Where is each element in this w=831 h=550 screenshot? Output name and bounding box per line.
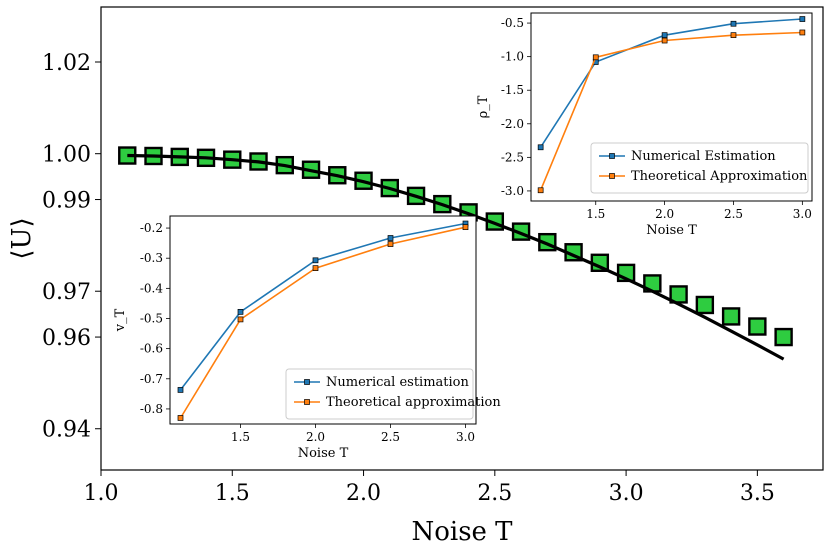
inset-v-series-marker — [237, 316, 244, 323]
inset-v-x-tick-label: 1.5 — [231, 430, 250, 444]
inset-v-x-axis-label: Noise T — [298, 446, 349, 461]
inset-rho-legend-marker — [609, 153, 615, 159]
inset-v-y-tick-label: -0.2 — [140, 221, 163, 235]
inset-v-series-marker — [177, 387, 184, 393]
inset-v-y-tick-label: -0.3 — [140, 251, 163, 265]
inset-rho-y-tick-label: -3.0 — [501, 184, 524, 198]
inset-v-legend-box — [285, 368, 474, 420]
main-y-axis-label: ⟨U⟩ — [7, 217, 37, 259]
main-y-tick-label: 0.96 — [42, 326, 91, 351]
inset-rho-y-tick-label: -0.5 — [501, 16, 524, 30]
inset-rho-series-marker — [799, 29, 806, 36]
inset-rho-legend-marker — [609, 173, 615, 179]
inset-rho-legend-box — [590, 142, 809, 194]
main-x-axis-label: Noise T — [411, 517, 513, 546]
inset-rho-y-tick-label: -1.5 — [501, 83, 524, 97]
main-scatter-point — [774, 327, 793, 347]
main-y-tick-label: 0.94 — [42, 418, 91, 443]
inset-v-y-tick-label: -0.8 — [140, 402, 163, 416]
inset-rho-y-tick-label: -1.0 — [501, 50, 524, 64]
inset-v-y-tick-label: -0.7 — [140, 372, 163, 386]
inset-v-series-marker — [462, 224, 469, 231]
inset-v-series-marker — [312, 257, 319, 264]
inset-rho-x-tick-label: 1.5 — [586, 207, 605, 221]
main-scatter-point — [695, 295, 715, 315]
inset-v-legend: Numerical estimation Theoretical approxim… — [285, 368, 501, 420]
inset-v-legend-marker — [304, 399, 310, 405]
inset-v-plot: 1.5 2.0 2.5 3.0 -0.2 -0.3 -0.4 -0.5 -0.6 -0.7 -0.8… — [113, 215, 501, 461]
inset-rho-legend-label: Theoretical Approximation — [631, 169, 808, 184]
inset-v-y-tick-label: -0.5 — [140, 311, 163, 325]
inset-v-y-tick-label: -0.4 — [140, 281, 164, 295]
inset-v-legend-marker — [304, 379, 310, 385]
main-y-tick-label: 0.99 — [42, 189, 91, 214]
inset-rho-series-marker — [537, 144, 544, 151]
inset-v-x-tick-label: 3.0 — [456, 430, 475, 444]
main-scatter-point — [721, 307, 741, 326]
inset-rho-series-marker — [592, 54, 599, 61]
main-x-tick-label: 3.5 — [740, 481, 775, 506]
inset-v-series-marker — [237, 309, 244, 315]
main-y-tick-label: 1.00 — [42, 143, 91, 168]
main-scatter-point — [748, 317, 767, 336]
main-x-tick-label: 3.0 — [609, 481, 644, 506]
main-y-tick-label: 1.02 — [42, 51, 91, 76]
inset-rho-series-marker — [661, 37, 668, 44]
inset-rho-x-tick-label: 3.0 — [793, 207, 812, 221]
inset-rho-x-axis-label: Noise T — [646, 223, 697, 238]
inset-rho-series-marker — [730, 32, 737, 39]
inset-v-legend-label: Theoretical approximation — [326, 395, 501, 410]
inset-rho-legend: Numerical Estimation Theoretical Approxim… — [590, 142, 809, 194]
inset-rho-series-marker — [799, 16, 806, 22]
inset-v-y-axis-label: v_T — [113, 308, 128, 332]
inset-v-x-tick-label: 2.5 — [381, 430, 400, 444]
inset-rho-series-marker — [661, 32, 668, 39]
main-x-tick-label: 2.0 — [346, 481, 381, 506]
inset-rho-plot: 1.5 2.0 2.5 3.0 -0.5 -1.0 -1.5 -2.0 -2.5 -3.0 Nois… — [476, 12, 813, 238]
inset-v-legend-label: Numerical estimation — [326, 375, 469, 390]
inset-rho-series-marker — [537, 187, 544, 194]
main-x-tick-label: 1.0 — [84, 481, 119, 506]
inset-rho-legend-label: Numerical Estimation — [631, 149, 776, 164]
inset-v-series-marker — [312, 265, 319, 272]
main-x-tick-label: 1.5 — [215, 481, 250, 506]
inset-rho-series-marker — [730, 20, 737, 27]
inset-v-x-tick-label: 2.0 — [306, 430, 325, 444]
inset-rho-y-tick-label: -2.0 — [501, 117, 524, 131]
inset-rho-x-tick-label: 2.5 — [724, 207, 743, 221]
inset-v-series-marker — [177, 415, 184, 421]
main-x-tick-label: 2.5 — [477, 481, 512, 506]
inset-rho-y-tick-label: -2.5 — [501, 150, 524, 164]
inset-v-series-marker — [387, 235, 394, 241]
inset-rho-x-tick-label: 2.0 — [655, 207, 674, 221]
inset-v-y-tick-label: -0.6 — [140, 342, 163, 356]
main-y-tick-label: 0.97 — [42, 280, 91, 305]
inset-rho-y-axis-label: ρ_T — [476, 95, 491, 118]
main-theory-line — [127, 153, 785, 361]
inset-v-series-marker — [387, 241, 394, 247]
